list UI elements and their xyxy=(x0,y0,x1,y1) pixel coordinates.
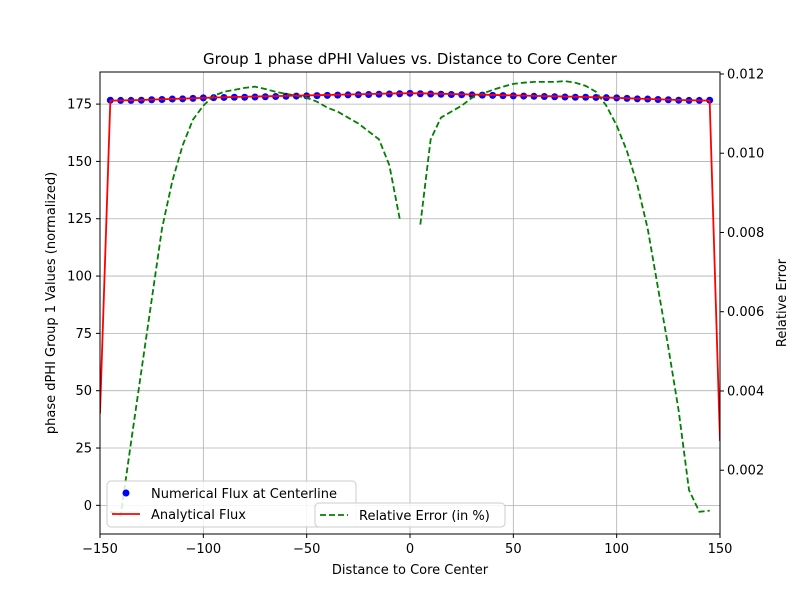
y2-tick-label-4: 0.010 xyxy=(727,147,764,162)
chart-title: Group 1 phase dPHI Values vs. Distance t… xyxy=(203,50,618,68)
y-axis-ticks: 0 25 50 75 100 125 150 175 xyxy=(67,98,100,514)
series-layer xyxy=(100,80,720,518)
y-tick-label-3: 75 xyxy=(75,327,92,342)
legend-primary: Numerical Flux at Centerline Analytical … xyxy=(106,480,357,528)
series-relative-error-line-2 xyxy=(110,85,401,518)
x-axis-label: Distance to Core Center xyxy=(332,563,489,578)
y2-tick-label-2: 0.006 xyxy=(727,305,764,320)
x-tick-label-6: 150 xyxy=(708,542,733,557)
legend-label-error: Relative Error (in %) xyxy=(359,509,490,524)
y-tick-label-2: 50 xyxy=(75,384,92,399)
x-tick-label-1: −100 xyxy=(185,542,221,557)
plot-area xyxy=(100,80,720,518)
y-tick-label-7: 175 xyxy=(67,98,92,113)
y2-tick-label-3: 0.008 xyxy=(727,226,764,241)
x-tick-label-2: −50 xyxy=(293,542,320,557)
legend-marker-numerical xyxy=(122,489,130,497)
x-axis-ticks: −150 −100 −50 0 50 100 150 xyxy=(82,534,732,557)
y-tick-label-5: 125 xyxy=(67,212,92,227)
x-tick-label-0: −150 xyxy=(82,542,118,557)
series-analytical-line xyxy=(100,92,720,442)
y-tick-label-0: 0 xyxy=(84,499,92,514)
legend-secondary-box xyxy=(314,502,506,528)
y-tick-label-4: 100 xyxy=(67,270,92,285)
y-axis-label: phase dPHI Group 1 Values (normalized) xyxy=(44,172,59,434)
y2-tick-label-1: 0.004 xyxy=(727,384,764,399)
y2-tick-label-0: 0.002 xyxy=(727,464,764,479)
y2-axis-label: Relative Error xyxy=(775,258,790,347)
legend-label-numerical: Numerical Flux at Centerline xyxy=(151,487,337,502)
legend-secondary: Relative Error (in %) xyxy=(314,502,506,528)
x-tick-label-3: 0 xyxy=(406,542,414,557)
x-tick-label-5: 100 xyxy=(604,542,629,557)
y2-tick-label-5: 0.012 xyxy=(727,67,764,82)
x-tick-label-4: 50 xyxy=(505,542,522,557)
y-tick-label-6: 150 xyxy=(67,155,92,170)
y-tick-label-1: 25 xyxy=(75,442,92,457)
y2-axis-ticks: 0.002 0.004 0.006 0.008 0.010 0.012 xyxy=(720,67,764,479)
legend-label-analytical: Analytical Flux xyxy=(151,508,246,523)
